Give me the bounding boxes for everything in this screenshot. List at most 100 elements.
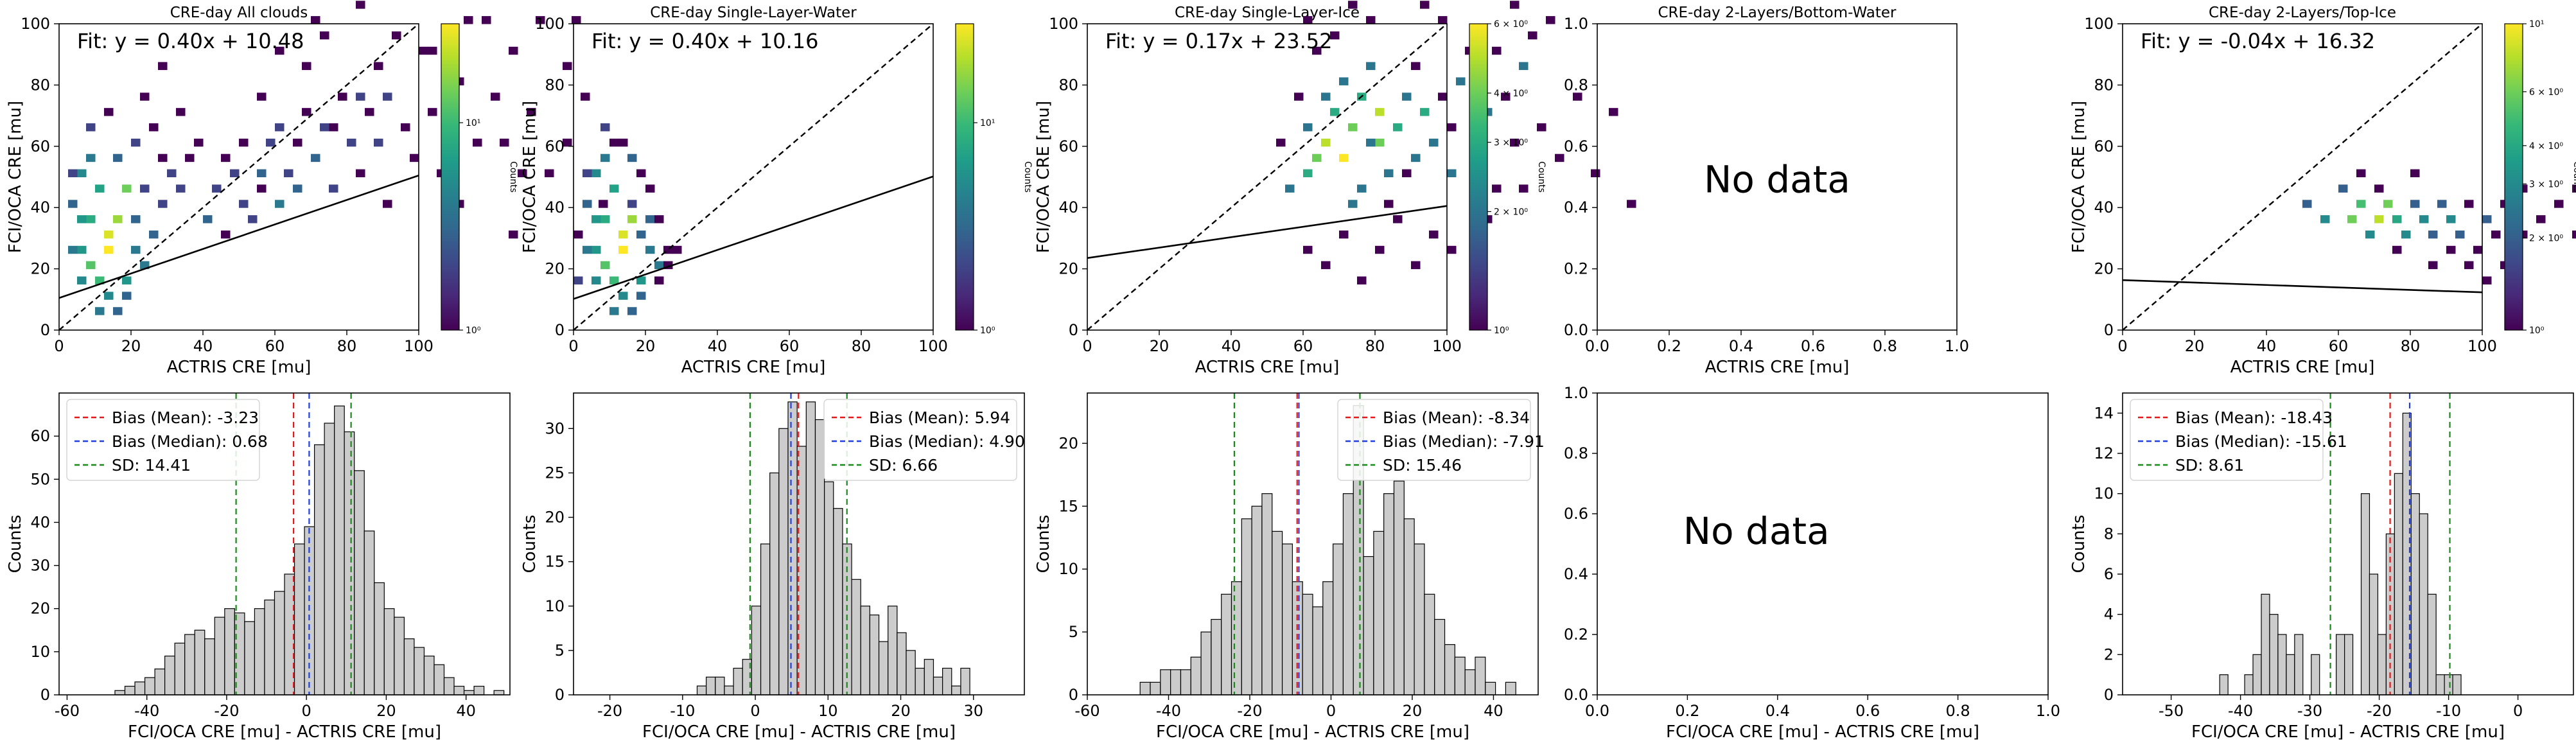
histogram-bar [114, 690, 126, 695]
histogram-bar [164, 655, 175, 695]
x-tick-label: 80 [337, 337, 357, 355]
density-cell [284, 169, 294, 177]
histogram-bar [1322, 581, 1334, 695]
density-cell [2473, 245, 2483, 254]
x-tick-label: 60 [780, 337, 800, 355]
y-axis-label: FCI/OCA CRE [mu] [2069, 101, 2089, 253]
y-tick-label: 50 [30, 470, 50, 488]
density-cell [356, 92, 365, 101]
density-cell [1366, 138, 1376, 147]
histogram-bar [1403, 518, 1415, 695]
density-cell [275, 200, 285, 208]
y-tick-label: 20 [545, 260, 565, 278]
x-tick-label: 10 [818, 702, 838, 720]
legend-label: Bias (Mean): -8.34 [1383, 408, 1530, 427]
histogram-bar [383, 608, 395, 695]
histogram-bar [2244, 674, 2254, 695]
density-cell [329, 184, 338, 193]
histogram-bar [1363, 555, 1374, 695]
density-cell [645, 215, 655, 223]
histogram-bar [1221, 593, 1232, 695]
density-cell [1492, 46, 1502, 55]
density-cell [2419, 215, 2429, 223]
density-cell [329, 123, 338, 132]
x-axis-label: ACTRIS CRE [mu] [681, 358, 826, 377]
density-cell [104, 230, 114, 239]
legend-label: Bias (Median): 4.90 [869, 432, 1025, 451]
y-tick-label: 40 [30, 513, 50, 531]
histogram-bar [2311, 654, 2320, 695]
plot-frame [2122, 23, 2483, 331]
histogram-bar [706, 676, 716, 695]
histogram-bar [715, 676, 725, 695]
y-tick-label: 5 [555, 642, 565, 660]
density-cell [239, 200, 249, 208]
density-cell [1339, 77, 1349, 85]
density-cell [2455, 230, 2465, 239]
histogram-bar [443, 677, 455, 695]
x-axis-label: FCI/OCA CRE [mu] - ACTRIS CRE [mu] [128, 722, 441, 742]
x-tick-label: 1.0 [1945, 337, 1969, 355]
density-cell [618, 138, 628, 147]
histogram-bar [814, 419, 825, 695]
histogram-bar [1333, 543, 1344, 695]
x-tick-label: -20 [2367, 702, 2392, 720]
histogram-bar [1424, 593, 1435, 695]
x-axis-label: FCI/OCA CRE [mu] - ACTRIS CRE [mu] [642, 722, 956, 742]
density-cell [536, 16, 545, 24]
y-tick-label: 60 [30, 427, 50, 445]
histogram-bar [888, 606, 898, 695]
density-cell [239, 138, 249, 147]
density-cell [2437, 200, 2447, 208]
histogram-bar [760, 543, 771, 695]
density-cell [2428, 261, 2438, 270]
density-cell [1339, 153, 1349, 162]
density-cell [1447, 169, 1457, 177]
density-cell [509, 46, 518, 55]
density-cell [600, 153, 610, 162]
density-cell [618, 292, 628, 300]
histogram-bar [294, 543, 305, 695]
histogram-bar [2410, 493, 2420, 695]
density-cell [86, 215, 96, 223]
colorbar-tick-label: 10⁰ [2529, 326, 2545, 336]
density-cell [383, 200, 392, 208]
density-cell [591, 245, 601, 254]
legend-box [66, 399, 260, 481]
density-cell [491, 92, 500, 101]
density-cell [1591, 169, 1600, 177]
density-cell [1447, 245, 1457, 254]
density-cell [1393, 215, 1403, 223]
density-cell [1501, 92, 1511, 101]
histogram-bar [751, 606, 762, 695]
no-data-label: No data [1704, 157, 1850, 201]
y-tick-label: 20 [1058, 260, 1078, 278]
y-axis-label: FCI/OCA CRE [mu] [520, 101, 539, 253]
density-cell [257, 169, 267, 177]
density-cell [1321, 138, 1331, 147]
legend-label: Bias (Median): -15.61 [2175, 432, 2347, 451]
panel-title: CRE-day Single-Layer-Ice [1175, 4, 1360, 21]
legend-box [823, 399, 1017, 481]
density-cell [338, 92, 347, 101]
histogram-bar [473, 685, 485, 695]
y-tick-label: 60 [545, 137, 565, 155]
density-cell [203, 215, 213, 223]
density-cell [113, 153, 123, 162]
x-tick-label: -20 [1237, 702, 1262, 720]
density-cell [410, 153, 419, 162]
histogram-bar [805, 401, 816, 695]
density-cell [1519, 62, 1529, 71]
density-cell [104, 108, 114, 116]
x-tick-label: 0 [54, 337, 64, 355]
density-cell [1303, 169, 1313, 177]
histogram-bar [144, 677, 155, 695]
density-cell [2356, 169, 2366, 177]
density-cell [1384, 169, 1394, 177]
histogram-bar [214, 616, 225, 695]
density-cell [1303, 123, 1313, 132]
x-axis-label: ACTRIS CRE [mu] [1195, 358, 1340, 377]
y-tick-label: 100 [21, 15, 50, 33]
histogram-bar [224, 608, 235, 695]
histogram-bar [1200, 631, 1212, 695]
